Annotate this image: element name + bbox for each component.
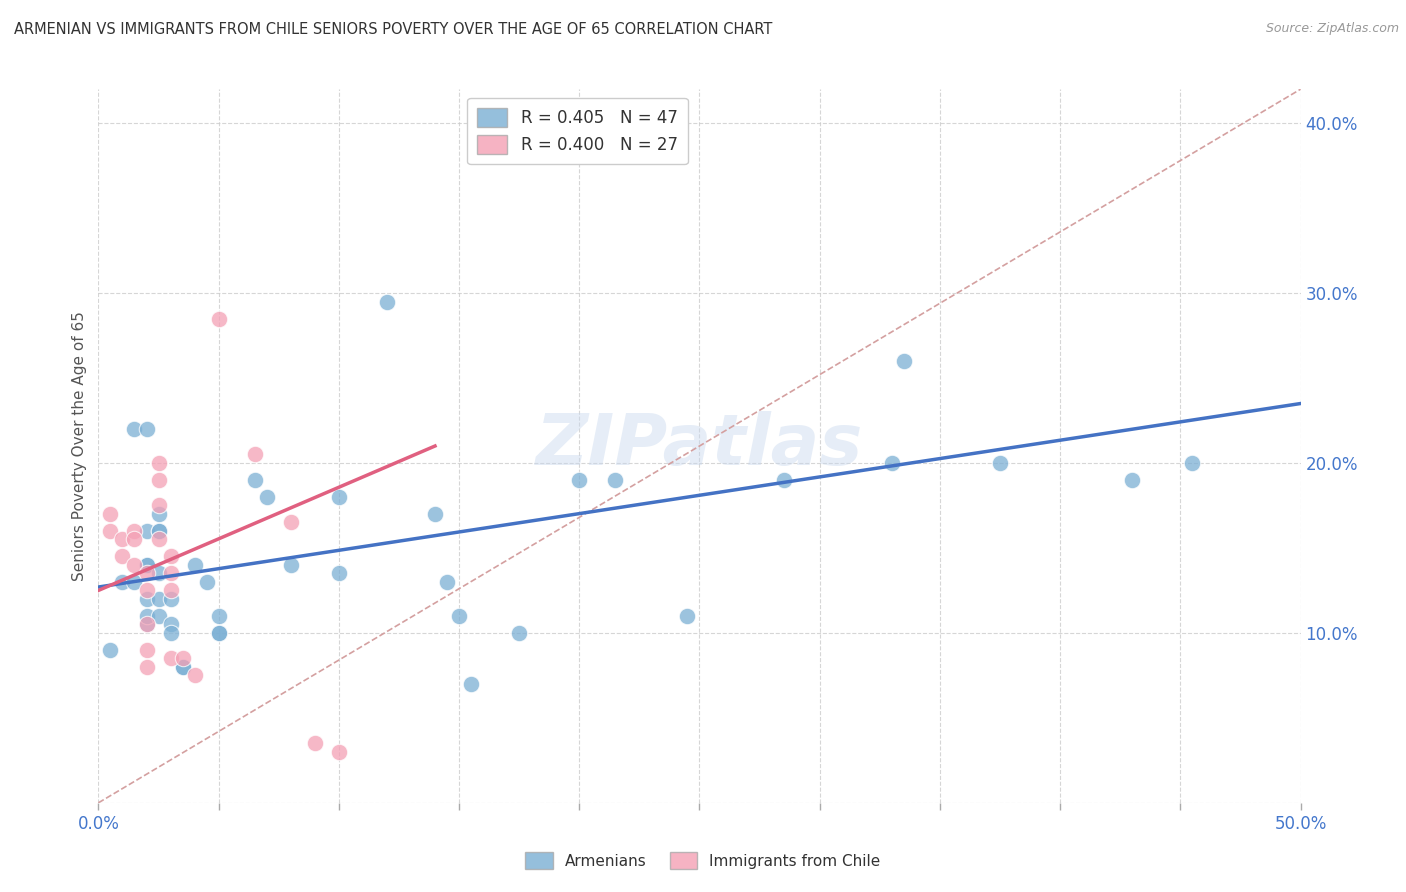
Point <box>159 566 181 581</box>
Point <box>447 608 470 623</box>
Point <box>111 549 134 564</box>
Point <box>328 490 350 504</box>
Point <box>436 574 458 589</box>
Point <box>1181 456 1204 470</box>
Point <box>256 490 278 504</box>
Point <box>148 524 170 538</box>
Point <box>1121 473 1143 487</box>
Point <box>159 549 181 564</box>
Point <box>135 660 157 674</box>
Point <box>111 574 134 589</box>
Point <box>148 566 170 581</box>
Point <box>135 591 157 606</box>
Point <box>172 660 194 674</box>
Point <box>243 473 266 487</box>
Point <box>304 736 326 750</box>
Point <box>135 558 157 572</box>
Point <box>243 448 266 462</box>
Point <box>148 533 170 547</box>
Point <box>423 507 446 521</box>
Text: ZIPatlas: ZIPatlas <box>536 411 863 481</box>
Point <box>328 745 350 759</box>
Point <box>172 651 194 665</box>
Point <box>183 668 205 682</box>
Point <box>605 473 627 487</box>
Text: ARMENIAN VS IMMIGRANTS FROM CHILE SENIORS POVERTY OVER THE AGE OF 65 CORRELATION: ARMENIAN VS IMMIGRANTS FROM CHILE SENIOR… <box>14 22 772 37</box>
Point <box>148 507 170 521</box>
Point <box>280 516 302 530</box>
Point <box>508 626 530 640</box>
Point <box>148 456 170 470</box>
Point <box>135 566 157 581</box>
Point <box>208 626 231 640</box>
Point <box>135 583 157 598</box>
Point <box>159 591 181 606</box>
Point <box>148 591 170 606</box>
Point <box>280 558 302 572</box>
Point <box>124 533 146 547</box>
Point <box>375 294 398 309</box>
Point <box>100 507 122 521</box>
Point <box>208 608 231 623</box>
Point <box>135 643 157 657</box>
Y-axis label: Seniors Poverty Over the Age of 65: Seniors Poverty Over the Age of 65 <box>72 311 87 581</box>
Point <box>124 422 146 436</box>
Point <box>159 651 181 665</box>
Point <box>148 473 170 487</box>
Legend: R = 0.405   N = 47, R = 0.400   N = 27: R = 0.405 N = 47, R = 0.400 N = 27 <box>467 97 688 164</box>
Point <box>135 422 157 436</box>
Point <box>208 311 231 326</box>
Point <box>159 583 181 598</box>
Point <box>148 608 170 623</box>
Point <box>135 617 157 632</box>
Point <box>111 533 134 547</box>
Point <box>159 617 181 632</box>
Point <box>135 608 157 623</box>
Point <box>100 524 122 538</box>
Point <box>124 558 146 572</box>
Point <box>148 499 170 513</box>
Point <box>195 574 218 589</box>
Point <box>172 660 194 674</box>
Point <box>880 456 903 470</box>
Point <box>676 608 699 623</box>
Point <box>148 524 170 538</box>
Point <box>135 524 157 538</box>
Point <box>208 626 231 640</box>
Point <box>135 558 157 572</box>
Point <box>159 626 181 640</box>
Point <box>772 473 794 487</box>
Point <box>460 677 482 691</box>
Point <box>328 566 350 581</box>
Point <box>124 524 146 538</box>
Point <box>135 617 157 632</box>
Legend: Armenians, Immigrants from Chile: Armenians, Immigrants from Chile <box>519 846 887 875</box>
Point <box>568 473 591 487</box>
Point <box>183 558 205 572</box>
Text: Source: ZipAtlas.com: Source: ZipAtlas.com <box>1265 22 1399 36</box>
Point <box>893 354 915 368</box>
Point <box>124 574 146 589</box>
Point <box>988 456 1011 470</box>
Point <box>100 643 122 657</box>
